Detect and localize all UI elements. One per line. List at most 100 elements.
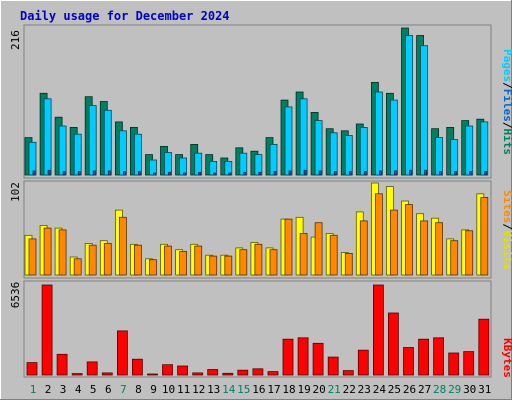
kbytes-bar-day-18 bbox=[282, 338, 294, 376]
x-tick-label-10: 10 bbox=[162, 383, 175, 396]
kbytes-bar-day-26 bbox=[403, 347, 414, 376]
x-tick-label-3: 3 bbox=[60, 383, 67, 396]
legend-pages: Pages bbox=[501, 49, 512, 82]
sites-bar-day-21 bbox=[329, 234, 338, 276]
sites-bar-day-4 bbox=[73, 258, 82, 276]
files-bar-day-5 bbox=[88, 105, 97, 176]
legend-sep-1: / bbox=[501, 82, 512, 89]
kbytes-bar-day-4 bbox=[71, 373, 83, 376]
sites-bar-day-7 bbox=[119, 216, 127, 276]
pages-bar-day-23 bbox=[363, 171, 367, 176]
x-tick-label-30: 30 bbox=[463, 383, 476, 396]
x-tick-label-14: 14 bbox=[222, 383, 236, 396]
x-tick-label-25: 25 bbox=[388, 383, 401, 396]
pages-bar-day-30 bbox=[469, 171, 473, 176]
files-bar-day-31 bbox=[480, 121, 489, 176]
sites-bar-day-12 bbox=[194, 245, 203, 276]
sites-bar-day-18 bbox=[284, 218, 293, 276]
files-bar-day-13 bbox=[209, 160, 218, 176]
sites-bar-day-1 bbox=[28, 238, 37, 276]
x-tick-label-9: 9 bbox=[150, 383, 157, 396]
kbytes-legend: KBytes bbox=[501, 338, 512, 378]
kbytes-bar-day-9 bbox=[147, 373, 158, 376]
files-bar-day-15 bbox=[239, 152, 248, 176]
x-tick-label-11: 11 bbox=[177, 383, 190, 396]
sites-bar-day-5 bbox=[88, 244, 97, 276]
legend-kbytes: KBytes bbox=[501, 338, 512, 378]
x-tick-label-31: 31 bbox=[478, 383, 491, 396]
x-tick-label-20: 20 bbox=[312, 383, 325, 396]
pages-bar-day-25 bbox=[393, 170, 397, 176]
hits-legend: Pages/Files/Hits bbox=[501, 49, 512, 155]
files-bar-day-22 bbox=[344, 135, 353, 176]
files-bar-day-21 bbox=[329, 132, 338, 176]
legend-hits: Hits bbox=[501, 129, 512, 156]
x-tick-label-28: 28 bbox=[433, 383, 446, 396]
kbytes-bar-day-5 bbox=[86, 361, 98, 376]
kbytes-bar-day-19 bbox=[297, 337, 309, 376]
pages-bar-day-11 bbox=[183, 172, 187, 176]
pages-bar-day-10 bbox=[168, 171, 171, 176]
kbytes-bar-day-6 bbox=[101, 372, 113, 376]
files-bar-day-25 bbox=[389, 99, 398, 176]
x-tick-label-17: 17 bbox=[267, 383, 280, 396]
kbytes-bar-day-30 bbox=[463, 351, 475, 376]
pages-bar-day-4 bbox=[77, 171, 81, 176]
x-tick-label-13: 13 bbox=[207, 383, 220, 396]
sites-bar-day-14 bbox=[224, 255, 233, 276]
files-bar-day-30 bbox=[465, 125, 474, 176]
pages-bar-day-16 bbox=[258, 171, 262, 176]
files-bar-day-24 bbox=[374, 91, 383, 176]
sites-bar-day-9 bbox=[149, 259, 157, 276]
pages-bar-day-17 bbox=[273, 171, 277, 176]
pages-bar-day-6 bbox=[107, 170, 111, 176]
pages-bar-day-9 bbox=[153, 172, 156, 176]
pages-bar-day-26 bbox=[409, 169, 412, 176]
pages-bar-day-31 bbox=[484, 171, 488, 176]
pages-bar-day-22 bbox=[348, 171, 352, 176]
files-bar-day-9 bbox=[149, 159, 157, 176]
pages-bar-day-28 bbox=[439, 171, 443, 176]
kbytes-bar-day-8 bbox=[131, 358, 143, 376]
files-bar-day-10 bbox=[164, 152, 172, 176]
pages-bar-day-27 bbox=[424, 169, 428, 176]
files-bar-day-27 bbox=[420, 45, 429, 176]
kbytes-bar-day-27 bbox=[418, 338, 430, 376]
x-tick-label-26: 26 bbox=[403, 383, 416, 396]
legend-sep-3: / bbox=[501, 223, 512, 230]
pages-bar-day-19 bbox=[303, 169, 307, 176]
visits-ymax-label: 102 bbox=[9, 182, 22, 202]
sites-bar-day-13 bbox=[209, 255, 218, 276]
kbytes-bar-day-16 bbox=[252, 368, 264, 376]
pages-bar-day-13 bbox=[213, 172, 217, 176]
sites-bar-day-17 bbox=[269, 249, 278, 276]
files-bar-day-8 bbox=[133, 133, 142, 176]
kbytes-bar-day-2 bbox=[41, 284, 53, 376]
legend-sep-2: / bbox=[501, 122, 512, 129]
x-tick-label-8: 8 bbox=[135, 383, 142, 396]
pages-bar-day-12 bbox=[198, 171, 202, 176]
files-bar-day-16 bbox=[254, 154, 263, 176]
pages-bar-day-2 bbox=[47, 169, 51, 176]
files-bar-day-6 bbox=[103, 109, 112, 176]
pages-bar-day-7 bbox=[123, 171, 126, 176]
legend-sites: Sites bbox=[501, 190, 512, 223]
pages-bar-day-24 bbox=[378, 170, 382, 176]
files-bar-day-4 bbox=[73, 133, 82, 176]
pages-bar-day-8 bbox=[137, 171, 141, 176]
kbytes-bar-day-23 bbox=[357, 349, 369, 376]
pages-bar-day-3 bbox=[62, 171, 66, 176]
sites-bar-day-26 bbox=[405, 204, 413, 276]
sites-bar-day-6 bbox=[103, 242, 112, 276]
files-bar-day-17 bbox=[269, 143, 278, 176]
visits-legend: Sites/Visits bbox=[501, 190, 512, 270]
legend-files: Files bbox=[501, 89, 512, 122]
pages-bar-day-15 bbox=[243, 171, 247, 176]
files-bar-day-28 bbox=[435, 137, 444, 176]
x-tick-label-7: 7 bbox=[120, 383, 127, 396]
x-tick-label-29: 29 bbox=[448, 383, 461, 396]
x-tick-label-21: 21 bbox=[328, 383, 341, 396]
sites-bar-day-20 bbox=[314, 222, 323, 276]
sites-bar-day-29 bbox=[450, 240, 459, 276]
